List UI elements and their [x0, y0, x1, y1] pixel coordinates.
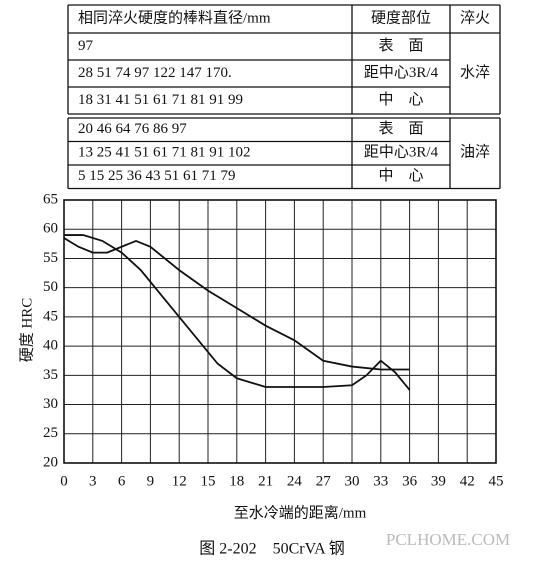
- x-axis-label: 至水冷端的距离/mm: [234, 504, 367, 521]
- table-cell: 表 面: [378, 37, 423, 54]
- table-header: 相同淬火硬度的棒料直径/mm: [78, 9, 271, 26]
- y-tick-label: 35: [43, 367, 58, 383]
- x-tick-label: 39: [431, 473, 446, 489]
- table-cell: 28 51 74 97 122 147 170.: [78, 65, 232, 81]
- x-tick-label: 15: [201, 473, 216, 489]
- table-cell: 中 心: [378, 167, 423, 184]
- y-tick-label: 40: [43, 338, 58, 354]
- y-tick-label: 20: [43, 454, 58, 470]
- y-tick-label: 25: [43, 425, 58, 441]
- x-tick-label: 21: [258, 473, 273, 489]
- table-cell: 水淬: [460, 64, 490, 81]
- y-tick-label: 65: [43, 191, 58, 207]
- x-tick-label: 30: [345, 473, 360, 489]
- y-tick-label: 30: [43, 396, 58, 412]
- table-cell: 20 46 64 76 86 97: [78, 121, 187, 137]
- table-header: 硬度部位: [371, 9, 431, 26]
- x-tick-label: 24: [287, 473, 303, 489]
- caption: 图 2-202 50CrVA 钢: [199, 540, 345, 558]
- table-cell: 13 25 41 51 61 71 81 91 102: [78, 145, 251, 161]
- x-tick-label: 0: [60, 473, 68, 489]
- table-cell: 18 31 41 51 61 71 81 91 99: [78, 92, 243, 108]
- table-cell: 油淬: [460, 144, 490, 161]
- watermark: PCLHOME.COM: [386, 530, 510, 549]
- x-tick-label: 27: [316, 473, 332, 489]
- line: [63, 237, 410, 371]
- x-tick-label: 3: [89, 473, 97, 489]
- x-tick-label: 42: [460, 473, 475, 489]
- table-cell: 距中心3R/4: [364, 144, 439, 161]
- y-tick-label: 55: [43, 250, 58, 266]
- y-axis-label: 硬度 HRC: [18, 298, 35, 363]
- y-tick-label: 50: [43, 279, 58, 295]
- table-header: 淬火: [460, 9, 490, 26]
- line: [64, 234, 411, 391]
- x-tick-label: 9: [147, 473, 155, 489]
- y-tick-label: 60: [43, 221, 58, 237]
- table-cell: 表 面: [378, 120, 423, 137]
- x-tick-label: 6: [118, 473, 126, 489]
- x-tick-label: 33: [373, 473, 388, 489]
- x-tick-label: 12: [172, 473, 187, 489]
- y-tick-label: 45: [43, 308, 58, 324]
- plot-frame: [63, 199, 497, 464]
- table-cell: 中 心: [378, 91, 423, 108]
- x-tick-label: 36: [402, 473, 418, 489]
- table-cell: 97: [78, 38, 94, 54]
- table-cell: 5 15 25 36 43 51 61 71 79: [78, 168, 236, 184]
- x-tick-label: 18: [229, 473, 244, 489]
- x-tick-label: 45: [489, 473, 504, 489]
- table-cell: 距中心3R/4: [364, 64, 439, 81]
